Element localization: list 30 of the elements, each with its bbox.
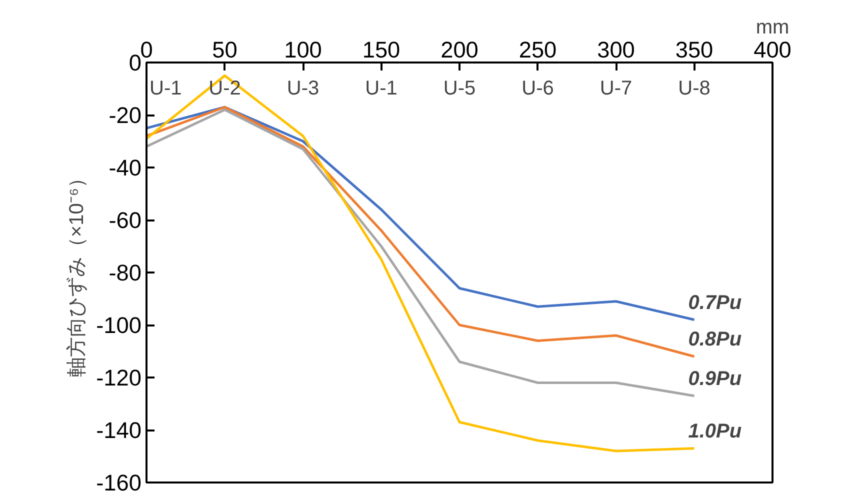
y-tick-label: -100 bbox=[96, 312, 142, 338]
series-label: 1.0Pu bbox=[688, 420, 742, 442]
x-tick-label: 50 bbox=[212, 36, 238, 62]
annotation: U-6 bbox=[522, 78, 554, 100]
series-label: 0.8Pu bbox=[688, 328, 742, 350]
x-tick-label: 150 bbox=[362, 36, 400, 62]
x-tick-label: 350 bbox=[675, 36, 714, 62]
x-tick-label: 300 bbox=[597, 36, 635, 62]
annotation: U-2 bbox=[208, 78, 241, 100]
text: mm bbox=[756, 16, 790, 38]
annotation: U-3 bbox=[286, 78, 320, 100]
annotation: U-7 bbox=[600, 78, 632, 100]
y-tick-label: -80 bbox=[108, 260, 142, 286]
y-tick-label: -120 bbox=[96, 364, 142, 390]
series-label: 0.7Pu bbox=[688, 292, 742, 314]
y-tick-label: -60 bbox=[108, 207, 142, 233]
y-tick-label: -40 bbox=[108, 154, 142, 180]
y-tick-label: -140 bbox=[96, 417, 142, 443]
annotation: U-5 bbox=[443, 78, 476, 100]
y-tick-label: -20 bbox=[108, 102, 142, 128]
x-tick-label: 100 bbox=[284, 36, 322, 62]
x-tick-label: 250 bbox=[518, 36, 557, 62]
annotation: U-1 bbox=[150, 78, 182, 100]
y-tick-label: -160 bbox=[96, 470, 142, 495]
annotation: U-8 bbox=[678, 78, 710, 100]
x-tick-label: 200 bbox=[440, 36, 478, 62]
y-axis-title: 軸方向ひずみ（×10⁻⁶） bbox=[65, 168, 88, 378]
x-tick-label: 400 bbox=[754, 36, 792, 62]
annotation: U-1 bbox=[365, 78, 398, 100]
series-label: 0.9Pu bbox=[688, 368, 742, 390]
